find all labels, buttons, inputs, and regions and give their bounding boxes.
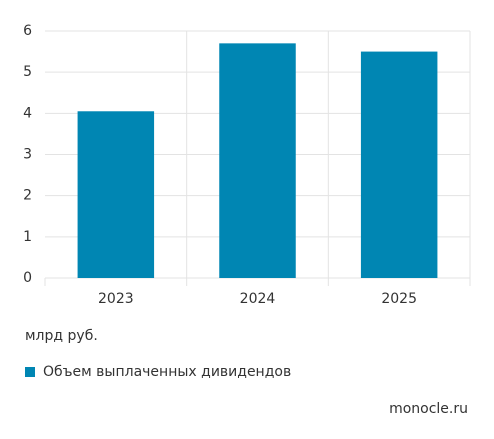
legend-swatch <box>25 367 35 377</box>
legend-label: Объем выплаченных дивидендов <box>43 364 291 380</box>
y-tick-label: 2 <box>23 188 32 204</box>
x-tick-label: 2024 <box>240 291 276 307</box>
y-tick-label: 3 <box>23 147 32 163</box>
y-tick-label: 4 <box>23 105 32 121</box>
y-tick-label: 0 <box>23 270 32 286</box>
bar <box>360 51 438 279</box>
y-unit: млрд руб. <box>25 328 98 344</box>
y-tick-label: 6 <box>23 23 32 39</box>
x-tick-label: 2023 <box>98 291 134 307</box>
source: monocle.ru <box>389 401 468 417</box>
bar <box>77 111 155 279</box>
y-tick-label: 1 <box>23 229 32 245</box>
x-tick-label: 2025 <box>381 291 417 307</box>
y-tick-label: 5 <box>23 64 32 80</box>
bar <box>219 43 296 278</box>
